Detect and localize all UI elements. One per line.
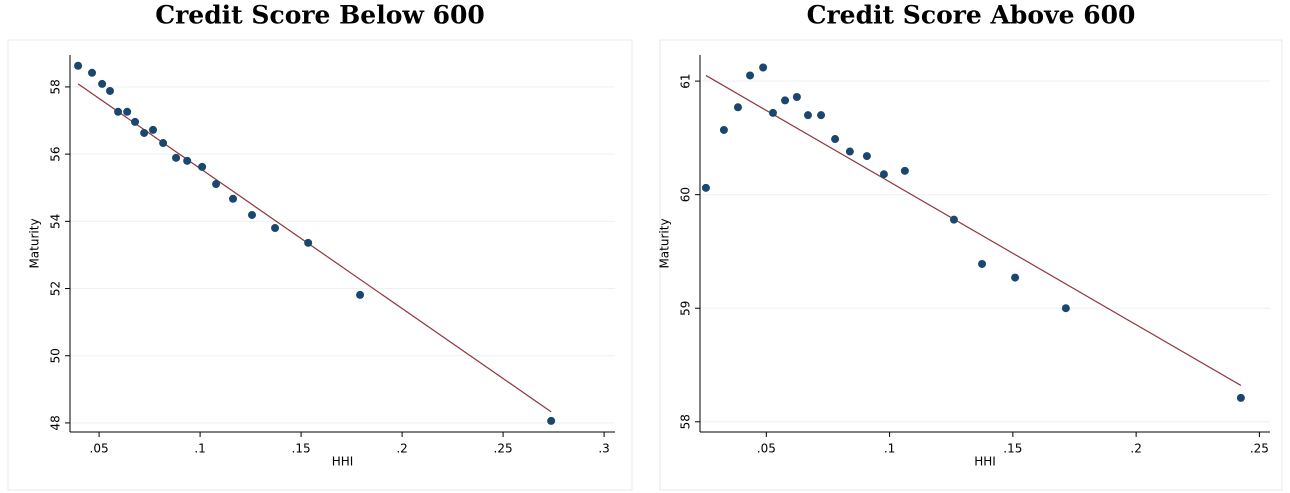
point	[248, 210, 257, 219]
point	[159, 139, 168, 148]
point	[701, 183, 710, 192]
point	[105, 86, 114, 95]
point	[1236, 393, 1245, 402]
y-tick-label: 58	[49, 79, 63, 94]
y-tick-label: 58	[679, 414, 693, 429]
point	[356, 290, 365, 299]
point	[759, 63, 768, 72]
panel-frame	[7, 39, 633, 491]
x-tick-label: .1	[884, 442, 895, 456]
point	[862, 152, 871, 161]
x-tick-label: .2	[1130, 442, 1141, 456]
y-tick-label: 61	[679, 73, 693, 88]
point	[229, 194, 238, 203]
y-tick-label: 59	[679, 301, 693, 316]
point	[768, 108, 777, 117]
point	[831, 135, 840, 144]
fit-line	[705, 74, 1242, 386]
x-axis-title: HHI	[332, 455, 354, 469]
x-tick-label: .15	[292, 442, 311, 456]
point	[123, 107, 132, 116]
point	[74, 61, 83, 70]
y-tick-label: 56	[49, 146, 63, 161]
y-tick-label: 48	[49, 415, 63, 430]
y-tick-label: 50	[49, 348, 63, 363]
x-tick-label: .2	[396, 442, 407, 456]
point	[304, 238, 313, 247]
point	[817, 111, 826, 120]
point	[781, 96, 790, 105]
point	[98, 79, 107, 88]
y-axis-title: Maturity	[658, 218, 672, 268]
point	[978, 259, 987, 268]
point	[547, 416, 556, 425]
point	[803, 111, 812, 120]
point	[792, 93, 801, 102]
point	[271, 224, 280, 233]
x-tick-label: .05	[757, 442, 776, 456]
x-axis-title: HHI	[974, 455, 996, 469]
y-tick-label: 54	[49, 214, 63, 229]
point	[88, 68, 97, 77]
point	[719, 125, 728, 134]
x-tick-label: .25	[494, 442, 513, 456]
panel-frame	[659, 39, 1283, 491]
point	[131, 117, 140, 126]
point	[212, 180, 221, 189]
point	[733, 103, 742, 112]
y-axis-title: Maturity	[28, 218, 42, 268]
point	[949, 215, 958, 224]
chart-title: Credit Score Above 600	[807, 1, 1136, 30]
point	[845, 147, 854, 156]
point	[140, 128, 149, 137]
x-tick-label: .1	[194, 442, 205, 456]
point	[746, 71, 755, 80]
x-tick-label: .15	[1003, 442, 1022, 456]
x-tick-label: .3	[598, 442, 609, 456]
chart-title: Credit Score Below 600	[155, 1, 485, 30]
point	[1061, 304, 1070, 313]
point	[149, 125, 158, 134]
point	[1011, 273, 1020, 282]
x-tick-label: .25	[1250, 442, 1269, 456]
y-tick-label: 60	[679, 187, 693, 202]
x-tick-label: .05	[90, 442, 109, 456]
point	[183, 156, 192, 165]
point	[172, 153, 181, 162]
point	[114, 107, 123, 116]
point	[879, 170, 888, 179]
point	[198, 162, 207, 171]
fit-line	[77, 83, 552, 413]
point	[900, 166, 909, 175]
y-tick-label: 52	[49, 281, 63, 296]
